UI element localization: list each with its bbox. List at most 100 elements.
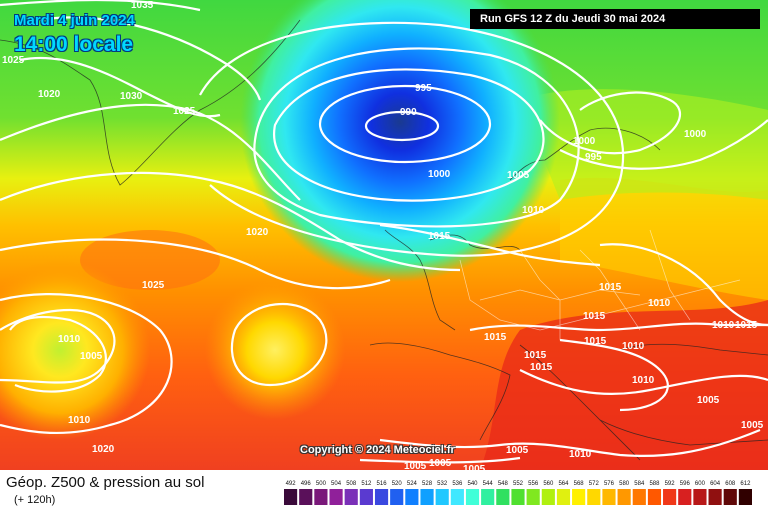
scale-tick-label: 496 bbox=[301, 481, 312, 487]
isobar-label: 1010 bbox=[68, 415, 91, 426]
east-yellow-zone bbox=[560, 177, 768, 300]
scale-swatch bbox=[374, 489, 389, 505]
scale-swatch bbox=[556, 489, 571, 505]
scale-tick-label: 524 bbox=[407, 481, 418, 487]
scale-swatch bbox=[465, 489, 480, 505]
scale-tick-label: 508 bbox=[346, 481, 357, 487]
scale-swatch bbox=[284, 489, 298, 505]
scale-tick-label: 600 bbox=[695, 481, 706, 487]
isobars bbox=[0, 0, 768, 462]
isobar-label: 995 bbox=[415, 83, 432, 94]
scale-tick-label: 568 bbox=[574, 481, 585, 487]
isobar-label: 1020 bbox=[246, 227, 269, 238]
isobar-label: 1020 bbox=[92, 444, 115, 455]
isobar-label: 1025 bbox=[142, 280, 165, 291]
isobar-label: 1010 bbox=[569, 449, 592, 460]
isobar-label: 1015 bbox=[599, 282, 622, 293]
scale-tick-label: 512 bbox=[361, 481, 372, 487]
scale-swatch bbox=[359, 489, 373, 505]
isobar-label: 1005 bbox=[463, 464, 486, 470]
scale-swatch bbox=[572, 489, 586, 505]
isobar-label: 1005 bbox=[741, 420, 764, 431]
isobar-label: 1010 bbox=[648, 298, 671, 309]
isobar-label: 1030 bbox=[120, 91, 143, 102]
borders bbox=[459, 229, 741, 340]
isobar-label: 1005 bbox=[697, 395, 720, 406]
scale-tick-label: 560 bbox=[543, 481, 554, 487]
isobar-label: 1005 bbox=[506, 445, 529, 456]
scale-swatch bbox=[420, 489, 434, 505]
isobar-label: 995 bbox=[585, 152, 602, 163]
western-high-area bbox=[0, 260, 150, 440]
scale-swatch bbox=[587, 489, 601, 505]
scale-tick-label: 584 bbox=[634, 481, 645, 487]
scale-tick-label: 588 bbox=[649, 481, 660, 487]
scale-swatch bbox=[435, 489, 449, 505]
forecast-local-time: 14:00 locale bbox=[14, 33, 134, 56]
scale-swatch bbox=[632, 489, 646, 505]
scale-tick-label: 540 bbox=[468, 481, 479, 487]
scale-tick-label: 544 bbox=[483, 481, 494, 487]
southeast-hot-zone bbox=[480, 300, 768, 470]
isobar-label: 990 bbox=[400, 107, 417, 118]
scale-tick-label: 604 bbox=[710, 481, 721, 487]
isobar-label: 1010 bbox=[58, 334, 81, 345]
scale-swatch bbox=[647, 489, 662, 505]
isobar-label: 1010 bbox=[522, 205, 545, 216]
midatlantic-high-area bbox=[205, 280, 345, 420]
scale-swatch bbox=[678, 489, 692, 505]
scale-tick-label: 564 bbox=[558, 481, 569, 487]
scale-swatch bbox=[663, 489, 677, 505]
scale-tick-label: 536 bbox=[452, 481, 463, 487]
isobar-label: 1010 bbox=[622, 341, 645, 352]
scale-tick-label: 500 bbox=[316, 481, 327, 487]
isobar-label: 1005 bbox=[507, 170, 530, 181]
scale-tick-label: 492 bbox=[286, 481, 297, 487]
scale-swatch bbox=[602, 489, 616, 505]
scale-swatch bbox=[526, 489, 540, 505]
scale-swatch bbox=[299, 489, 313, 505]
scale-swatch bbox=[738, 489, 752, 505]
isobar-label: 1025 bbox=[2, 55, 25, 66]
isobar-label: 1000 bbox=[428, 169, 451, 180]
color-scale: 492 496 500 504 508 512 516 520 524 528 532 536 540 5… bbox=[284, 481, 752, 505]
scale-tick-label: 504 bbox=[331, 481, 342, 487]
scale-tick-label: 592 bbox=[665, 481, 676, 487]
isobar-label: 1005 bbox=[429, 458, 452, 469]
scale-swatch bbox=[314, 489, 328, 505]
scale-tick-label: 608 bbox=[725, 481, 736, 487]
scale-swatch bbox=[405, 489, 419, 505]
scale-tick-label: 580 bbox=[619, 481, 630, 487]
isobar-labels: 1035 1025 1020 1030 1025 995 990 1000 10… bbox=[2, 0, 764, 470]
isobar-label: 1000 bbox=[684, 129, 707, 140]
scale-tick-label: 520 bbox=[392, 481, 403, 487]
scale-swatch bbox=[723, 489, 737, 505]
copyright-notice: Copyright © 2024 Meteociel.fr bbox=[300, 444, 455, 456]
scale-tick-label: 516 bbox=[377, 481, 388, 487]
isobar-label: 1015 bbox=[428, 231, 451, 242]
scale-swatch bbox=[617, 489, 631, 505]
scale-swatch bbox=[496, 489, 510, 505]
scale-swatch bbox=[344, 489, 358, 505]
isobar-label: 1035 bbox=[131, 0, 154, 11]
scale-swatch bbox=[329, 489, 343, 505]
scale-tick-label: 572 bbox=[589, 481, 600, 487]
scale-swatch bbox=[541, 489, 555, 505]
isobar-label: 1015 bbox=[584, 336, 607, 347]
isobar-label: 1025 bbox=[173, 106, 196, 117]
isobar-label: 1010 bbox=[632, 375, 655, 386]
scale-tick-label: 528 bbox=[422, 481, 433, 487]
scale-swatch bbox=[693, 489, 707, 505]
isobar-label: 1005 bbox=[80, 351, 103, 362]
scale-swatch bbox=[390, 489, 404, 505]
isobar-label: 1010 bbox=[712, 320, 735, 331]
legend-subtitle: (+ 120h) bbox=[14, 494, 56, 506]
isobar-label: 1015 bbox=[530, 362, 553, 373]
scale-tick-label: 548 bbox=[498, 481, 509, 487]
scale-swatch bbox=[450, 489, 464, 505]
scale-swatch bbox=[481, 489, 495, 505]
scale-tick-label: 596 bbox=[680, 481, 691, 487]
scandinavia-green bbox=[520, 89, 768, 200]
isobar-label: 1020 bbox=[38, 89, 61, 100]
central-orange-blob bbox=[80, 230, 220, 290]
